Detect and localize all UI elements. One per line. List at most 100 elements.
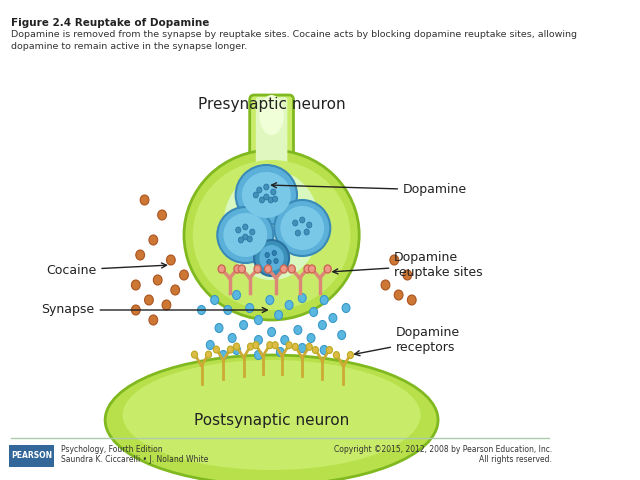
Ellipse shape xyxy=(234,343,239,350)
Ellipse shape xyxy=(268,327,276,336)
Ellipse shape xyxy=(218,265,225,273)
Ellipse shape xyxy=(136,250,145,260)
Text: Cocaine: Cocaine xyxy=(46,263,166,276)
Ellipse shape xyxy=(236,227,241,233)
Ellipse shape xyxy=(157,210,166,220)
Ellipse shape xyxy=(310,308,317,316)
Ellipse shape xyxy=(255,336,262,345)
Ellipse shape xyxy=(245,185,298,255)
Ellipse shape xyxy=(213,346,220,353)
Ellipse shape xyxy=(292,343,298,350)
Ellipse shape xyxy=(171,285,180,295)
Ellipse shape xyxy=(272,251,276,255)
Ellipse shape xyxy=(276,348,284,357)
Ellipse shape xyxy=(338,331,346,339)
Ellipse shape xyxy=(149,315,157,325)
Ellipse shape xyxy=(320,296,328,304)
Ellipse shape xyxy=(298,293,306,302)
Ellipse shape xyxy=(281,336,289,345)
Ellipse shape xyxy=(193,160,351,310)
Text: Presynaptic neuron: Presynaptic neuron xyxy=(198,97,346,112)
Ellipse shape xyxy=(180,270,188,280)
Ellipse shape xyxy=(285,300,293,310)
Ellipse shape xyxy=(105,355,438,480)
Ellipse shape xyxy=(271,189,276,195)
Ellipse shape xyxy=(264,184,269,190)
Ellipse shape xyxy=(304,265,311,273)
Ellipse shape xyxy=(381,280,390,290)
Ellipse shape xyxy=(223,170,320,280)
Ellipse shape xyxy=(238,265,245,273)
Text: Postsynaptic neuron: Postsynaptic neuron xyxy=(194,412,349,428)
Text: Saundra K. Ciccarelli • J. Noland White: Saundra K. Ciccarelli • J. Noland White xyxy=(61,456,209,465)
FancyBboxPatch shape xyxy=(250,95,294,215)
Ellipse shape xyxy=(243,234,248,240)
Ellipse shape xyxy=(255,350,262,360)
Ellipse shape xyxy=(307,334,315,343)
Ellipse shape xyxy=(236,165,297,225)
Ellipse shape xyxy=(238,237,244,243)
Ellipse shape xyxy=(298,344,306,352)
Ellipse shape xyxy=(274,200,330,256)
Ellipse shape xyxy=(154,275,162,285)
Ellipse shape xyxy=(253,342,259,348)
Ellipse shape xyxy=(131,280,140,290)
Ellipse shape xyxy=(242,172,291,218)
Text: Synapse: Synapse xyxy=(42,303,268,316)
Ellipse shape xyxy=(131,305,140,315)
Ellipse shape xyxy=(255,315,262,324)
Ellipse shape xyxy=(394,290,403,300)
Ellipse shape xyxy=(273,196,278,202)
Ellipse shape xyxy=(295,230,301,236)
Ellipse shape xyxy=(274,259,278,264)
Text: Figure 2.4 Reuptake of Dopamine: Figure 2.4 Reuptake of Dopamine xyxy=(10,18,209,28)
Ellipse shape xyxy=(267,342,273,348)
Ellipse shape xyxy=(272,342,278,348)
Ellipse shape xyxy=(149,235,157,245)
Ellipse shape xyxy=(267,260,271,264)
Ellipse shape xyxy=(288,265,295,273)
Ellipse shape xyxy=(232,346,241,355)
Ellipse shape xyxy=(184,150,359,320)
Ellipse shape xyxy=(259,197,264,203)
Ellipse shape xyxy=(259,245,284,271)
Text: Dopamine is removed from the synapse by reuptake sites. Cocaine acts by blocking: Dopamine is removed from the synapse by … xyxy=(10,30,577,51)
Ellipse shape xyxy=(253,192,259,198)
Ellipse shape xyxy=(257,187,262,193)
Ellipse shape xyxy=(247,236,252,242)
Ellipse shape xyxy=(220,350,227,360)
Ellipse shape xyxy=(319,321,326,329)
Ellipse shape xyxy=(333,351,339,359)
Ellipse shape xyxy=(308,265,316,273)
Ellipse shape xyxy=(320,346,328,355)
Ellipse shape xyxy=(227,346,234,353)
Ellipse shape xyxy=(264,265,271,273)
Ellipse shape xyxy=(224,305,232,314)
Ellipse shape xyxy=(248,343,253,350)
Ellipse shape xyxy=(145,295,154,305)
Ellipse shape xyxy=(324,265,331,273)
Text: Dopamine: Dopamine xyxy=(271,183,467,196)
Ellipse shape xyxy=(342,303,350,312)
Ellipse shape xyxy=(223,213,268,257)
Ellipse shape xyxy=(254,240,289,276)
Ellipse shape xyxy=(166,255,175,265)
Text: Dopamine
receptors: Dopamine receptors xyxy=(355,326,460,356)
Ellipse shape xyxy=(140,195,149,205)
Ellipse shape xyxy=(312,347,319,354)
Ellipse shape xyxy=(264,194,269,200)
Ellipse shape xyxy=(123,360,420,470)
Ellipse shape xyxy=(205,351,212,358)
Ellipse shape xyxy=(162,300,171,310)
Ellipse shape xyxy=(286,342,292,348)
Ellipse shape xyxy=(390,255,399,265)
Ellipse shape xyxy=(214,165,328,225)
Ellipse shape xyxy=(265,252,269,257)
Ellipse shape xyxy=(348,351,353,359)
Ellipse shape xyxy=(304,229,309,235)
Ellipse shape xyxy=(266,296,274,304)
Ellipse shape xyxy=(211,296,219,304)
Ellipse shape xyxy=(250,229,255,235)
Ellipse shape xyxy=(254,265,261,273)
Ellipse shape xyxy=(198,305,205,314)
